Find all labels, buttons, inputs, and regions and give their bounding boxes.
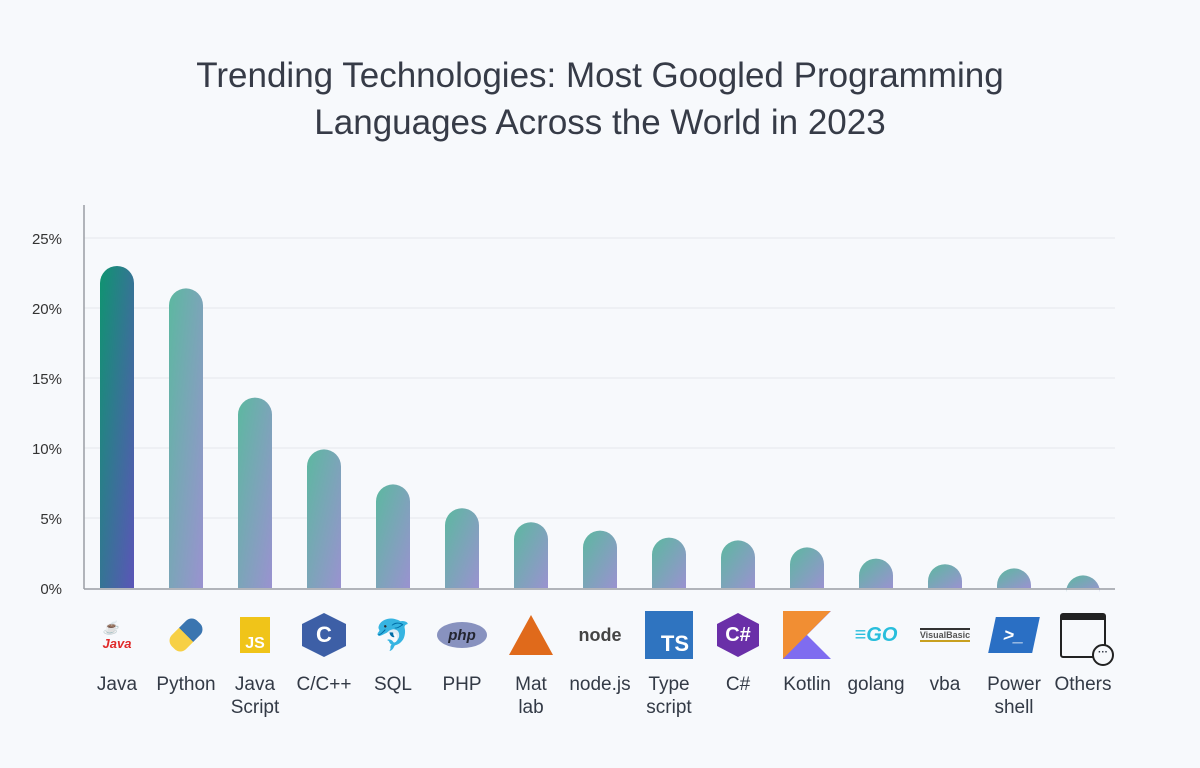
x-tick-label-line: Java: [96, 674, 138, 695]
bar-mat-lab: [514, 522, 548, 588]
x-tick-label: SQL: [348, 673, 438, 696]
x-tick-label: Power shell: [969, 673, 1059, 719]
x-tick-label: node.js: [555, 673, 645, 696]
y-tick-label: 15%: [32, 371, 62, 388]
x-tick-label: Java: [72, 673, 162, 696]
bar-type-script: [652, 537, 686, 588]
x-tick-label-line: vba: [929, 674, 961, 695]
x-tick-label: Mat lab: [486, 673, 576, 719]
chart-title: Trending Technologies: Most Googled Prog…: [0, 52, 1200, 146]
java-icon: ☕ Java: [102, 619, 132, 651]
y-tick-label: 0%: [40, 581, 62, 598]
x-tick-label: Python: [141, 673, 231, 696]
x-tick-label-line: Mat: [515, 674, 547, 695]
mysql-icon: 🐬: [374, 618, 412, 652]
csharp-icon: C#: [713, 610, 763, 660]
bar-c-: [721, 540, 755, 588]
x-tick-label: vba: [900, 673, 990, 696]
x-tick-label-line: lab: [518, 697, 544, 718]
x-tick-label-line: Others: [1054, 674, 1112, 695]
x-tick-label-line: golang: [847, 674, 905, 695]
x-tick-label-line: Java: [234, 674, 276, 695]
bar-python: [169, 288, 203, 588]
golang-icon: ≡GO: [854, 623, 898, 646]
vba-icon: VisualBasic: [919, 628, 971, 642]
bar-others: [1066, 575, 1100, 593]
kotlin-icon: [782, 610, 832, 660]
x-tick-label: golang: [831, 673, 921, 696]
x-tick-label-line: Type: [648, 674, 690, 695]
bar-java-script: [238, 397, 272, 588]
bar-kotlin: [790, 547, 824, 588]
python-icon: [161, 610, 211, 660]
y-tick-label: 20%: [32, 301, 62, 318]
bar-sql: [376, 484, 410, 588]
bar-c-c-: [307, 449, 341, 588]
typescript-icon: TS: [644, 610, 694, 660]
title-line-1: Trending Technologies: Most Googled Prog…: [196, 56, 1004, 95]
javascript-icon: JS: [230, 610, 280, 660]
bar-node-js: [583, 530, 617, 588]
powershell-icon: >_: [988, 610, 1040, 660]
x-tick-label-line: PHP: [442, 674, 482, 695]
x-tick-label: Kotlin: [762, 673, 852, 696]
x-tick-label-line: Script: [230, 697, 280, 718]
nodejs-icon: node: [578, 624, 622, 645]
x-tick-label-line: node.js: [569, 674, 631, 695]
cpp-icon: C: [299, 610, 349, 660]
title-line-2: Languages Across the World in 2023: [314, 103, 886, 142]
x-tick-label: C#: [693, 673, 783, 696]
x-tick-label: Others: [1038, 673, 1128, 696]
x-tick-label: Java Script: [210, 673, 300, 719]
y-tick-label: 25%: [32, 231, 62, 248]
bar-vba: [928, 564, 962, 588]
x-tick-label-line: SQL: [373, 674, 413, 695]
x-tick-label: C/C++: [279, 673, 369, 696]
bar-power-shell: [997, 568, 1031, 588]
y-tick-label: 10%: [32, 441, 62, 458]
bar-php: [445, 508, 479, 588]
bar-java: [100, 266, 134, 588]
x-tick-label-line: script: [646, 697, 692, 718]
x-tick-label-line: Kotlin: [783, 674, 831, 695]
bar-golang: [859, 558, 893, 588]
x-tick-label: Type script: [624, 673, 714, 719]
others-window-icon: ···: [1058, 610, 1114, 666]
x-tick-label: PHP: [417, 673, 507, 696]
matlab-icon: [506, 610, 556, 660]
x-tick-label-line: Python: [156, 674, 216, 695]
x-tick-label-line: Power: [987, 674, 1041, 695]
y-tick-label: 5%: [40, 511, 62, 528]
x-tick-label-line: C#: [725, 674, 751, 695]
php-icon: php: [437, 610, 487, 660]
x-tick-label-line: C/C++: [296, 674, 352, 695]
x-tick-label-line: shell: [994, 697, 1034, 718]
